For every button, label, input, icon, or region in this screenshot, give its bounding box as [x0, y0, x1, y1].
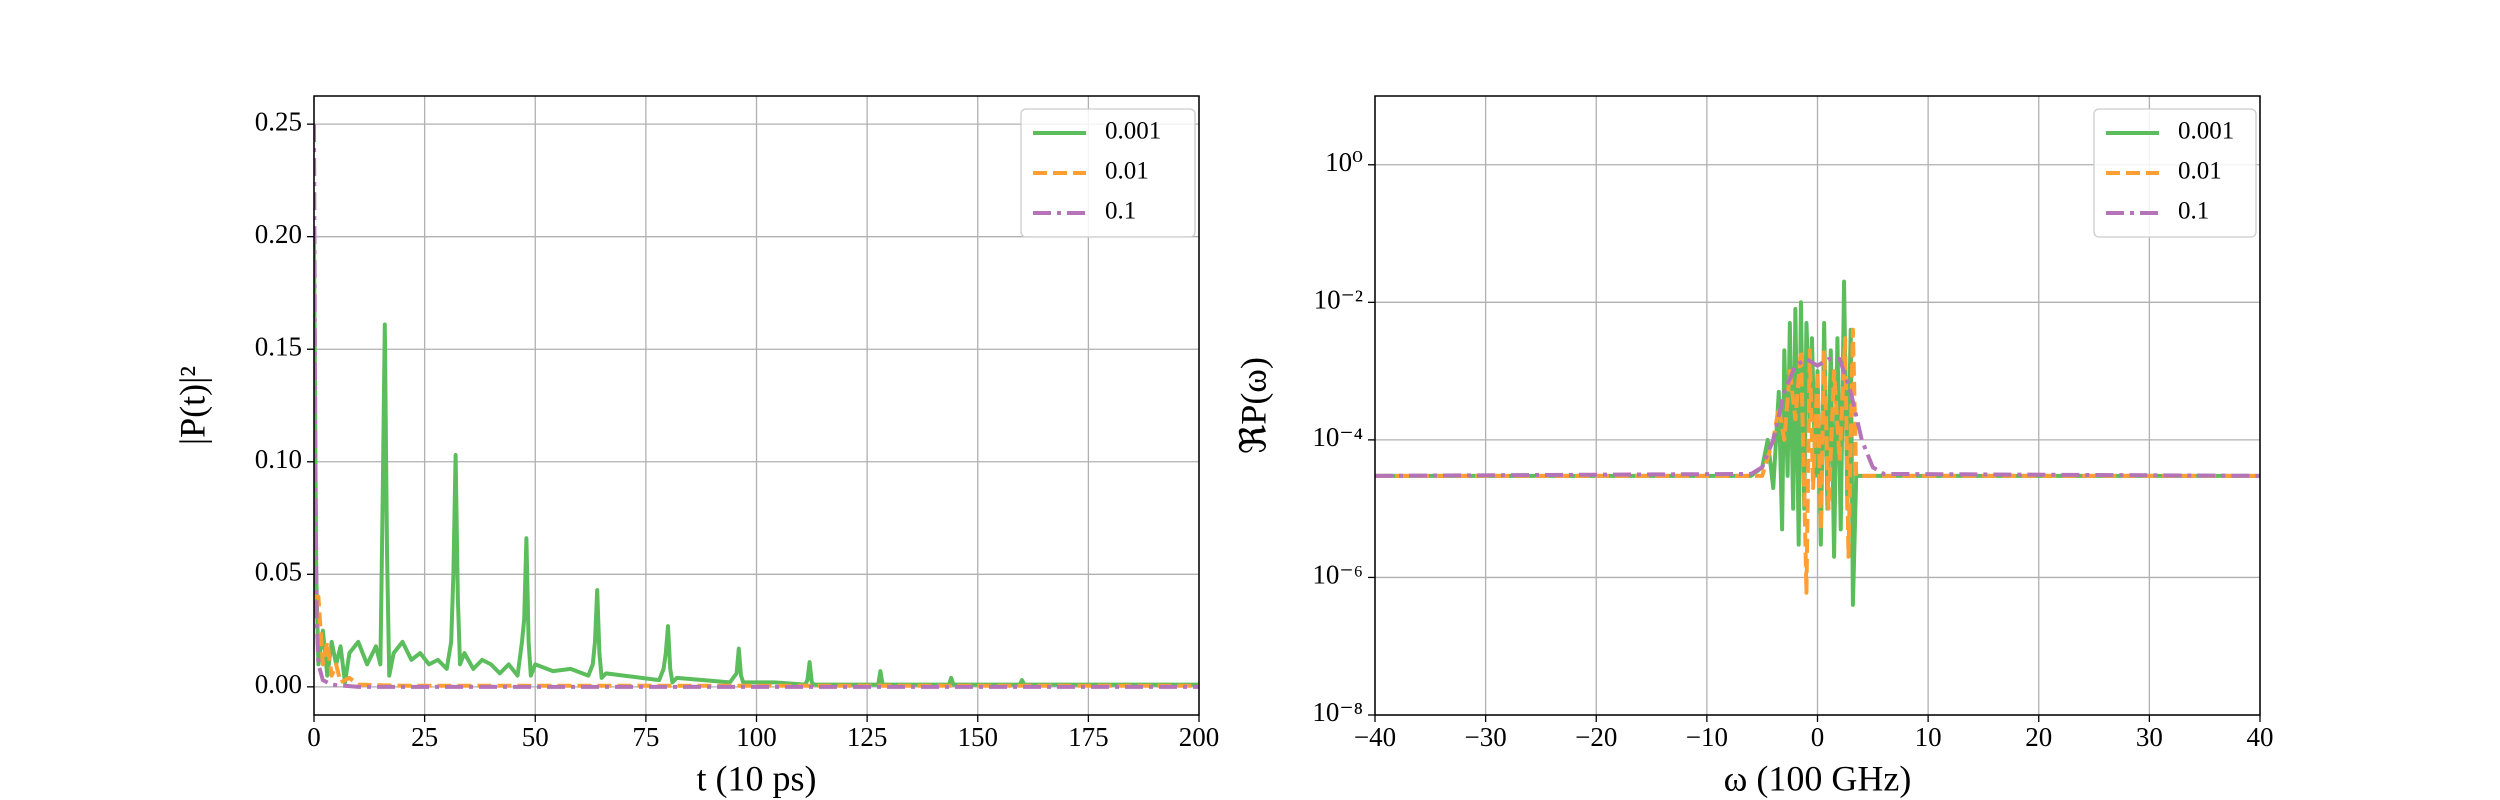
legend-label: 0.001 [1105, 118, 1161, 145]
x-tick-label: 150 [958, 722, 999, 752]
x-tick-label: 125 [847, 722, 888, 752]
legend-label: 0.01 [2178, 158, 2222, 185]
data-line [314, 124, 1199, 689]
x-tick-label: 10 [1915, 722, 1942, 752]
y-tick-label: 0.10 [255, 444, 302, 474]
y-tick-label: 0.20 [255, 219, 302, 249]
data-line [1375, 357, 2260, 478]
y-tick-label: 0.00 [255, 669, 302, 699]
x-tick-label: 50 [522, 722, 549, 752]
legend-label: 0.1 [1105, 198, 1136, 225]
x-tick-label: 30 [2136, 722, 2163, 752]
x-tick-label: −30 [1465, 722, 1507, 752]
x-tick-label: 75 [632, 722, 659, 752]
axes-frame [313, 95, 1200, 716]
y-tick-label: 10⁻⁶ [1312, 560, 1363, 590]
x-tick-label: 175 [1068, 722, 1109, 752]
x-tick-label: 0 [1811, 722, 1825, 752]
x-axis-label: ω (100 GHz) [1724, 758, 1912, 798]
data-line [314, 236, 1199, 687]
x-axis-label: t (10 ps) [697, 758, 817, 798]
x-tick-label: 20 [2025, 722, 2052, 752]
x-tick-label: −20 [1575, 722, 1617, 752]
y-tick-label: 0.05 [255, 557, 302, 587]
y-tick-label: 0.25 [255, 106, 302, 136]
legend-box [1020, 108, 1196, 238]
x-tick-label: 100 [736, 722, 777, 752]
data-line [1375, 327, 2260, 595]
plot-area [314, 124, 1199, 689]
x-tick-label: 200 [1179, 722, 1220, 752]
y-tick-label: 10⁰ [1325, 147, 1363, 177]
y-tick-label: 0.15 [255, 331, 302, 361]
legend-label: 0.01 [1105, 158, 1149, 185]
legend-label: 0.001 [2178, 118, 2234, 145]
data-line [314, 594, 1199, 688]
x-tick-label: 40 [2247, 722, 2274, 752]
y-axis-label: |P(t)|² [172, 366, 212, 445]
legend-label: 0.1 [2178, 198, 2209, 225]
legend-box [2093, 108, 2257, 238]
y-tick-label: 10⁻² [1314, 285, 1363, 315]
x-tick-label: 25 [411, 722, 438, 752]
x-tick-label: −10 [1686, 722, 1728, 752]
axes-frame [1374, 95, 2261, 716]
y-tick-label: 10⁻⁸ [1312, 697, 1363, 727]
x-tick-label: 0 [307, 722, 321, 752]
y-axis-label: ℜP(ω) [1233, 357, 1273, 454]
y-tick-label: 10⁻⁴ [1312, 422, 1363, 452]
plot-area [1375, 279, 2260, 607]
x-tick-label: −40 [1354, 722, 1396, 752]
